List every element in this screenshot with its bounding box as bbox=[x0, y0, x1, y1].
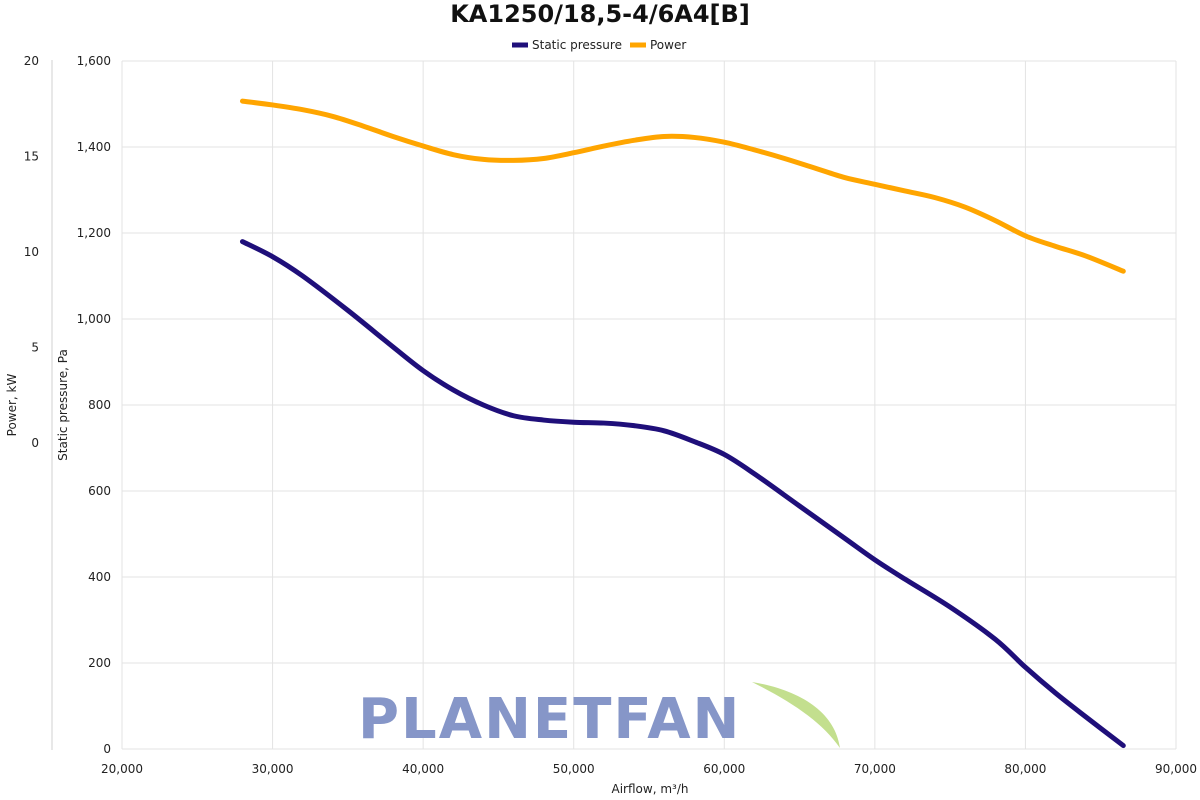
power-tick-label: 5 bbox=[31, 341, 39, 355]
y-tick-label: 1,600 bbox=[77, 54, 111, 68]
x-axis-title: Airflow, m³/h bbox=[612, 782, 689, 796]
tick-labels: 20,000 30,000 40,000 50,000 60,000 70,000 80,0… bbox=[24, 54, 1197, 776]
legend-label-power: Power bbox=[650, 38, 686, 52]
y-tick-label: 0 bbox=[103, 742, 111, 756]
series-line-static-pressure bbox=[239, 239, 1126, 749]
power-tick-label: 15 bbox=[24, 150, 39, 164]
power-axis-title: Power, kW bbox=[5, 374, 19, 437]
x-tick-label: 50,000 bbox=[553, 762, 595, 776]
y-tick-label: 1,400 bbox=[77, 140, 111, 154]
logo-wordmark: PLANETFAN bbox=[358, 687, 741, 752]
series-line-power bbox=[239, 98, 1126, 274]
y-axis-title: Static pressure, Pa bbox=[56, 349, 70, 461]
x-tick-label: 60,000 bbox=[703, 762, 745, 776]
power-tick-label: 10 bbox=[24, 245, 39, 259]
y-tick-label: 1,000 bbox=[77, 312, 111, 326]
x-tick-label: 20,000 bbox=[101, 762, 143, 776]
y-tick-label: 200 bbox=[88, 656, 111, 670]
y-tick-label: 1,200 bbox=[77, 226, 111, 240]
logo-leaf-icon bbox=[752, 682, 840, 748]
x-tick-label: 80,000 bbox=[1004, 762, 1046, 776]
x-tick-label: 70,000 bbox=[854, 762, 896, 776]
power-tick-label: 0 bbox=[31, 436, 39, 450]
y-tick-label: 600 bbox=[88, 484, 111, 498]
series bbox=[239, 98, 1126, 749]
power-tick-label: 20 bbox=[24, 54, 39, 68]
x-tick-label: 40,000 bbox=[402, 762, 444, 776]
y-tick-label: 800 bbox=[88, 398, 111, 412]
legend: Static pressure Power bbox=[512, 38, 686, 52]
grid bbox=[121, 60, 1177, 750]
legend-label-static-pressure: Static pressure bbox=[532, 38, 622, 52]
y-tick-label: 400 bbox=[88, 570, 111, 584]
planetfan-logo: PLANETFAN bbox=[358, 682, 840, 752]
x-tick-label: 90,000 bbox=[1155, 762, 1197, 776]
x-tick-label: 30,000 bbox=[252, 762, 294, 776]
chart-title: KA1250/18,5-4/6A4[B] bbox=[450, 0, 750, 28]
